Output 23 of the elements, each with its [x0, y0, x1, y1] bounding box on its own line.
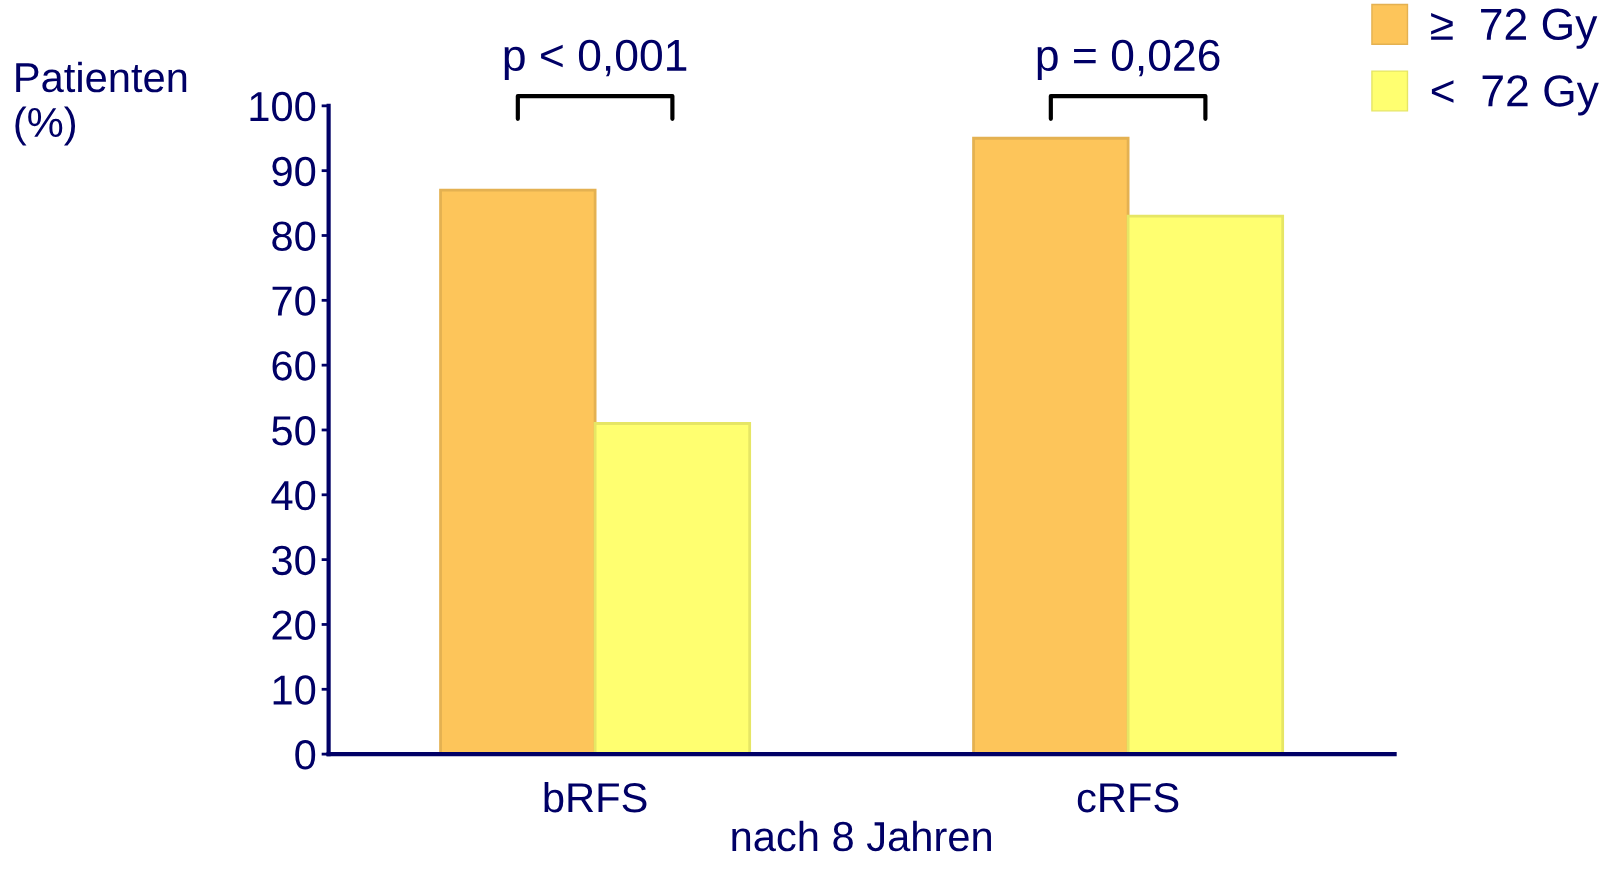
y-tick-label: 20 — [272, 610, 316, 640]
bar — [439, 188, 597, 755]
bar — [1126, 214, 1285, 755]
y-tick-label: 30 — [272, 545, 316, 576]
y-tick-label: 10 — [273, 675, 316, 705]
bar — [593, 422, 752, 755]
x-tick-label: cRFS — [1077, 782, 1179, 813]
bar — [972, 136, 1130, 755]
y-tick-label: 70 — [272, 286, 316, 316]
legend-label: ≥ 72 Gy — [1431, 8, 1598, 49]
y-tick-label: 40 — [271, 480, 316, 511]
y-tick-label: 50 — [272, 415, 316, 446]
x-tick-label: bRFS — [544, 781, 647, 813]
text: p < 0,001 — [504, 39, 687, 80]
y-tick-label: 80 — [272, 221, 316, 251]
y-axis-title: Patienten (%) — [15, 61, 187, 146]
y-tick-label: 100 — [250, 91, 316, 122]
y-tick-label: 0 — [295, 740, 316, 770]
x-axis-title: nach 8 Jahren — [732, 820, 991, 852]
text: p = 0,026 — [1037, 39, 1220, 80]
legend-label: < 72 Gy — [1431, 75, 1599, 116]
y-tick-label: 90 — [272, 156, 316, 187]
y-tick-label: 60 — [272, 351, 316, 381]
